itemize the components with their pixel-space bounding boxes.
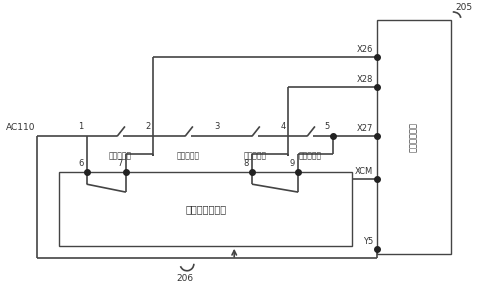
Text: 206: 206 [176, 274, 194, 283]
Text: 205: 205 [456, 3, 473, 12]
Text: X27: X27 [356, 124, 373, 133]
Text: 后门轿门锁: 后门轿门锁 [244, 151, 267, 160]
Text: 1: 1 [78, 122, 84, 131]
Text: 电梯控制主板: 电梯控制主板 [410, 122, 418, 152]
Text: 9: 9 [290, 159, 295, 168]
Text: 前门轿门锁: 前门轿门锁 [108, 151, 132, 160]
Text: 前门厅门锁: 前门厅门锁 [176, 151, 200, 160]
Text: 6: 6 [78, 159, 84, 168]
Text: AC110: AC110 [6, 123, 36, 133]
Text: Y5: Y5 [363, 237, 373, 246]
Text: X28: X28 [356, 75, 373, 84]
Bar [377, 20, 451, 254]
Text: 门锁短接控制板: 门锁短接控制板 [185, 204, 226, 214]
Text: 4: 4 [280, 122, 285, 131]
Text: 5: 5 [324, 122, 330, 131]
Text: XCM: XCM [355, 167, 373, 176]
Text: X26: X26 [356, 45, 373, 54]
Text: 7: 7 [118, 159, 123, 168]
Text: 后门厅门锁: 后门厅门锁 [299, 151, 322, 160]
Text: 3: 3 [214, 122, 220, 131]
Text: 8: 8 [244, 159, 249, 168]
Text: 2: 2 [146, 122, 150, 131]
Bar [59, 172, 352, 246]
